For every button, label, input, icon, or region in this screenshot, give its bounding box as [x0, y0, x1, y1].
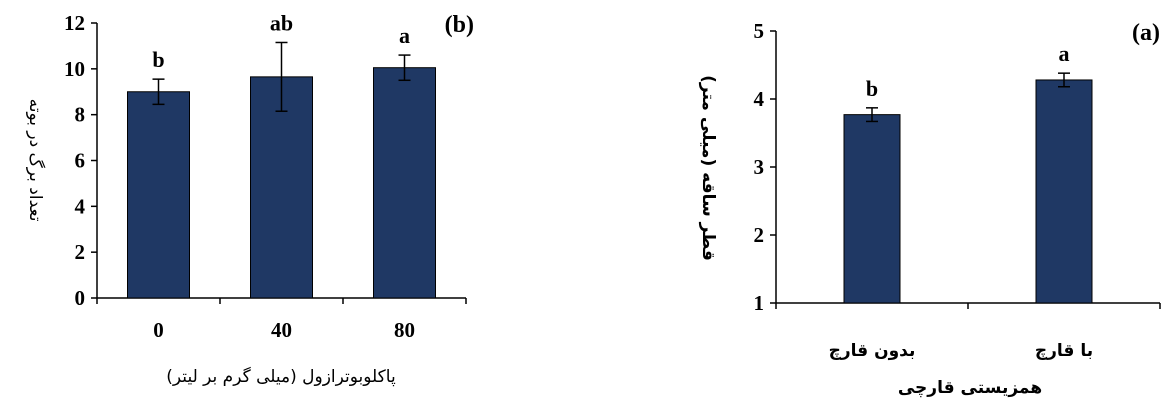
chart-a-y-tick-label: 1 [754, 291, 765, 315]
chart-a-x-tick-label: بدون قارچ [829, 341, 916, 361]
chart-a-y-tick-label: 5 [754, 19, 765, 43]
chart-b-y-tick-label: 6 [75, 149, 86, 173]
chart-a-y-axis-label: قطر ساقه (میلی متر) [698, 75, 718, 261]
chart-a-bar [1035, 79, 1093, 304]
chart-b-y-tick-label: 12 [64, 11, 85, 35]
chart-b-x-tick-label: 0 [153, 318, 164, 342]
chart-a-significance-letter: a [1059, 41, 1070, 66]
chart-b-bar [373, 67, 436, 299]
chart-b-y-tick-label: 4 [75, 194, 86, 218]
chart-b-bar [250, 76, 313, 299]
chart-b-significance-letter: b [152, 47, 164, 72]
chart-a: 1 2 3 4 5 b بدون قارچ a با قارچ (a) همزیستی قارچی ق… [698, 19, 1161, 398]
chart-b-x-tick-label: 80 [394, 318, 415, 342]
chart-b-panel-label: (b) [445, 12, 474, 38]
chart-a-y-tick-label: 4 [754, 87, 765, 111]
chart-b-y-tick-label: 8 [75, 103, 86, 127]
chart-b-x-axis-label: پاکلوبوترازول (میلی گرم بر لیتر) [166, 366, 396, 387]
chart-b-y-axis-label: تعداد برگ در بوته [25, 99, 46, 222]
chart-b-x-tick-label: 40 [271, 318, 292, 342]
chart-a-x-axis-label: همزیستی قارچی [898, 378, 1042, 398]
chart-b-bar [127, 91, 190, 299]
chart-a-y-tick-label: 3 [754, 155, 765, 179]
chart-b: 0 2 4 6 8 10 12 b 0 ab 40 a 80 (b) پاکلوبوترازول (میلی… [25, 10, 474, 387]
chart-b-y-tick-label: 2 [75, 240, 86, 264]
chart-b-y-tick-label: 0 [75, 286, 86, 310]
chart-a-bar [843, 114, 901, 304]
chart-b-y-tick-label: 10 [64, 57, 85, 81]
chart-a-x-tick-label: با قارچ [1035, 341, 1093, 361]
chart-b-significance-letter: ab [270, 10, 293, 35]
chart-b-significance-letter: a [399, 23, 410, 48]
chart-a-significance-letter: b [866, 76, 878, 101]
chart-a-panel-label: (a) [1132, 20, 1160, 46]
chart-a-y-tick-label: 2 [754, 223, 765, 247]
